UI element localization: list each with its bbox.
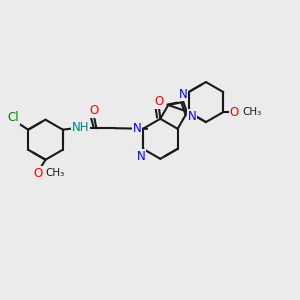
Text: O: O xyxy=(33,167,42,180)
Text: O: O xyxy=(154,95,164,108)
Text: CH₃: CH₃ xyxy=(46,168,65,178)
Text: N: N xyxy=(179,88,188,100)
Text: CH₃: CH₃ xyxy=(243,107,262,117)
Text: NH: NH xyxy=(72,121,89,134)
Text: O: O xyxy=(89,104,99,117)
Text: N: N xyxy=(188,110,197,123)
Text: N: N xyxy=(133,122,142,135)
Text: N: N xyxy=(137,150,146,163)
Text: Cl: Cl xyxy=(8,111,19,124)
Text: O: O xyxy=(230,106,239,118)
